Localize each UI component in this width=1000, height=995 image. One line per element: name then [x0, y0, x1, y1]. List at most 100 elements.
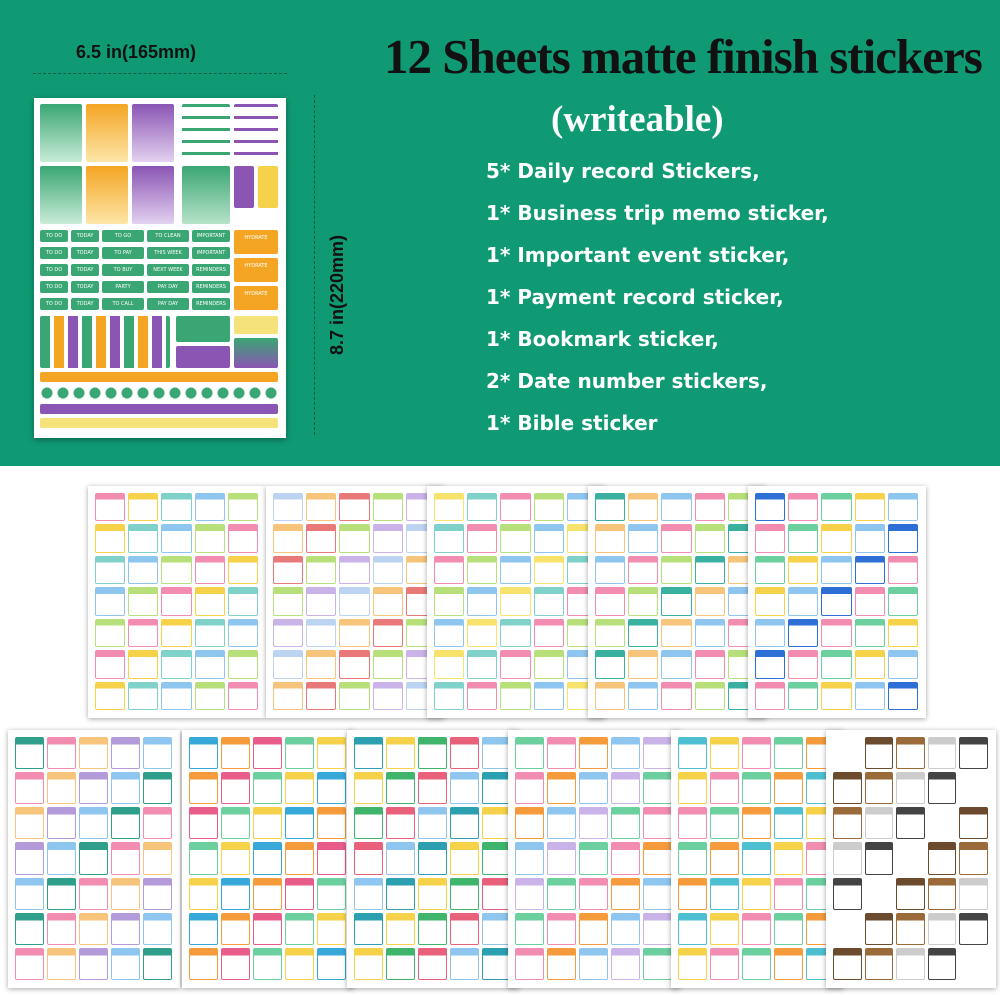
sticker-cell — [661, 587, 692, 616]
sticker-cell — [450, 912, 479, 945]
sticker-cell — [372, 524, 403, 553]
sticker-cell — [95, 618, 126, 648]
sticker-cell — [450, 842, 479, 875]
sticker-cell — [221, 772, 250, 805]
sticker-cell — [372, 681, 403, 710]
sticker-cell — [221, 807, 250, 840]
sticker-sheet-thumbnail — [671, 730, 843, 988]
sticker-cell — [221, 737, 250, 770]
sticker-cell — [285, 772, 314, 805]
sticker-cell — [285, 842, 314, 875]
sticker-cell — [386, 877, 415, 910]
sticker-cell — [386, 807, 415, 840]
heart-tracker-sticker — [182, 166, 230, 224]
sticker-cell — [111, 947, 140, 980]
sticker-cell — [306, 650, 337, 679]
sticker-cell — [194, 681, 225, 710]
sticker-cell — [887, 524, 918, 553]
sticker-cell — [710, 737, 739, 770]
sticker-cell — [742, 737, 771, 770]
feature-list: 5* Daily record Stickers, 1* Business tr… — [486, 156, 829, 450]
date-strip-sticker — [40, 404, 278, 414]
sticker-cell — [959, 947, 988, 980]
sticker-cell — [285, 912, 314, 945]
sticker-cell — [372, 493, 403, 522]
sticker-cell — [285, 737, 314, 770]
sticker-cell — [95, 524, 126, 553]
sticker-cell — [79, 947, 108, 980]
sticker-cell — [194, 555, 225, 585]
feature-item: 2* Date number stickers, — [486, 369, 768, 393]
sticker-cell — [95, 587, 126, 616]
product-title: 12 Sheets matte finish stickers — [384, 29, 983, 84]
sticker-cell — [755, 493, 786, 522]
sticker-cell — [611, 737, 640, 770]
sticker-cell — [959, 877, 988, 910]
sticker-cell — [661, 493, 692, 522]
sticker-cell — [128, 587, 159, 616]
sticker-cell — [95, 681, 126, 710]
sticker-cell — [253, 807, 282, 840]
sticker-cell — [887, 650, 918, 679]
sticker-cell — [896, 877, 925, 910]
sticker-cell — [482, 912, 511, 945]
feature-item: 1* Business trip memo sticker, — [486, 201, 829, 225]
sticker-sheet-thumbnail — [88, 486, 266, 718]
sticker-cell — [354, 772, 383, 805]
sticker-cell — [227, 587, 258, 616]
sticker-cell — [959, 912, 988, 945]
sticker-cell — [500, 493, 531, 522]
sticker-cell — [15, 842, 44, 875]
sticker-cell — [833, 947, 862, 980]
label-sticker: REMINDERS — [192, 298, 230, 310]
sticker-cell — [306, 587, 337, 616]
sticker-cell — [354, 877, 383, 910]
sticker-cell — [143, 947, 172, 980]
sticker-cell — [821, 618, 852, 648]
sticker-cell — [710, 912, 739, 945]
sticker-cell — [579, 807, 608, 840]
sticker-cell — [755, 681, 786, 710]
sticker-cell — [742, 877, 771, 910]
sticker-cell — [864, 912, 894, 945]
sticker-cell — [434, 493, 465, 522]
sticker-cell — [788, 555, 819, 585]
sticker-cell — [927, 912, 957, 945]
sticker-cell — [285, 877, 314, 910]
date-strip-sticker — [40, 418, 278, 428]
sticker-cell — [189, 912, 218, 945]
sticker-cell — [143, 807, 172, 840]
sticker-cell — [774, 737, 803, 770]
sticker-cell — [595, 524, 626, 553]
sticker-cell — [595, 681, 626, 710]
sticker-cell — [833, 877, 862, 910]
green-checklist-sticker — [40, 104, 82, 162]
hydrate-sticker — [234, 258, 278, 282]
sticker-cell — [887, 618, 918, 648]
sticker-cell — [515, 912, 544, 945]
sticker-cell — [111, 737, 140, 770]
sticker-cell — [227, 618, 258, 648]
sticker-cell — [500, 524, 531, 553]
label-sticker: NEXT WEEK — [147, 264, 189, 276]
sticker-cell — [643, 877, 672, 910]
sticker-cell — [467, 493, 498, 522]
height-dimension-label: 8.7 in(220mm) — [327, 234, 347, 355]
sticker-cell — [111, 842, 140, 875]
sticker-cell — [821, 493, 852, 522]
sticker-cell — [194, 524, 225, 553]
sticker-cell — [161, 587, 192, 616]
sticker-cell — [678, 772, 707, 805]
sticker-cell — [47, 807, 76, 840]
sticker-cell — [547, 772, 576, 805]
sticker-cell — [47, 772, 76, 805]
sticker-cell — [678, 842, 707, 875]
sticker-cell — [694, 524, 725, 553]
sticker-cell — [788, 524, 819, 553]
sticker-cell — [221, 912, 250, 945]
hydrate-label: HYDRATE — [244, 235, 268, 241]
sticker-cell — [710, 772, 739, 805]
sticker-cell — [755, 650, 786, 679]
sticker-cell — [854, 555, 885, 585]
sticker-cell — [189, 807, 218, 840]
